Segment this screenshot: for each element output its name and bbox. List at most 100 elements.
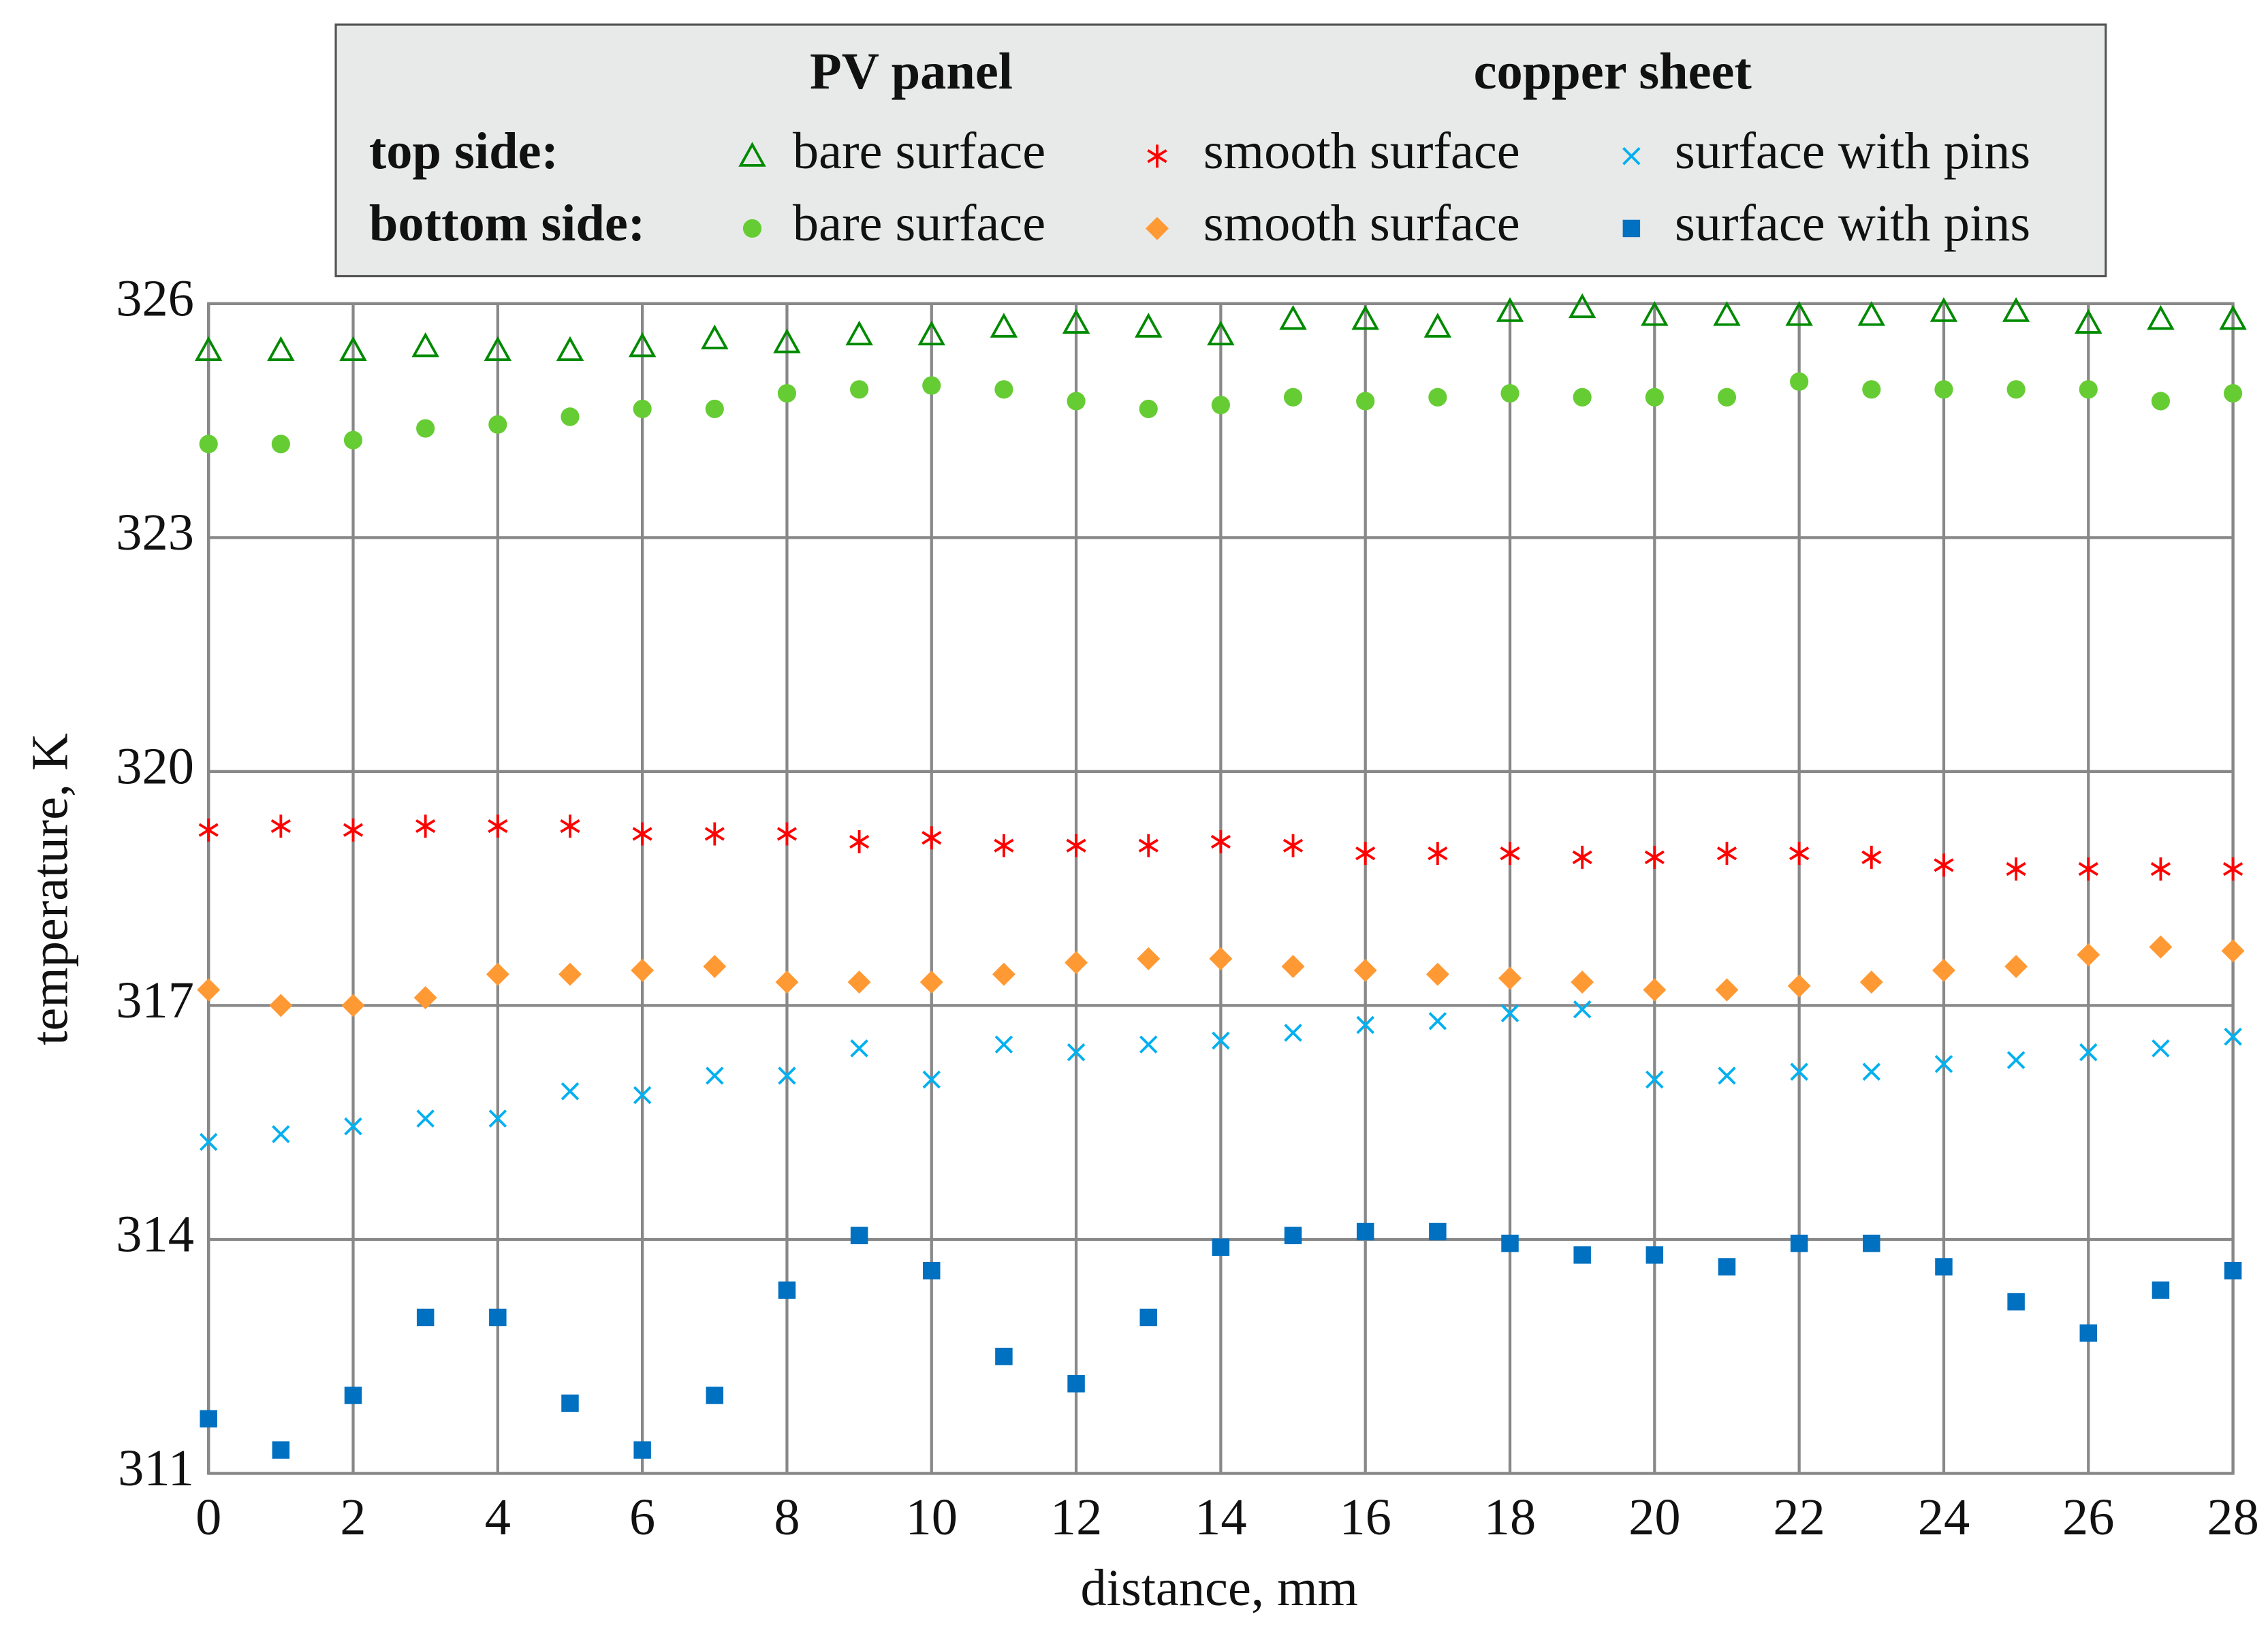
marker-star — [1572, 845, 1592, 869]
marker-x — [994, 1035, 1013, 1054]
marker-x — [850, 1039, 868, 1058]
marker-circle — [343, 430, 363, 449]
y-tick-label: 311 — [118, 1439, 194, 1497]
marker-circle — [2079, 380, 2098, 399]
marker-x — [1934, 1055, 1953, 1073]
marker-star — [1789, 842, 1810, 866]
marker-triangle — [1641, 301, 1669, 326]
marker-x — [1862, 1062, 1881, 1081]
marker-square — [2079, 1324, 2098, 1342]
legend-marker — [1145, 217, 1169, 240]
marker-circle — [2006, 380, 2026, 399]
legend-marker — [1622, 147, 1641, 165]
x-tick-label: 4 — [485, 1488, 511, 1546]
marker-diamond — [486, 962, 509, 986]
marker-x — [2224, 1027, 2242, 1046]
marker-diamond — [1065, 951, 1088, 975]
marker-triangle — [411, 332, 439, 358]
marker-square — [2007, 1293, 2025, 1311]
marker-square — [416, 1308, 435, 1327]
legend-marker — [738, 142, 766, 167]
marker-diamond — [1353, 958, 1377, 982]
legend-label: smooth surface — [1203, 122, 1520, 180]
marker-square — [2224, 1262, 2242, 1280]
marker-square — [2152, 1281, 2170, 1299]
x-tick-label: 28 — [2207, 1488, 2258, 1546]
marker-diamond — [1426, 962, 1449, 986]
marker-diamond — [2221, 939, 2245, 963]
marker-x — [1139, 1035, 1158, 1054]
marker-triangle — [1207, 320, 1235, 346]
marker-circle — [1934, 380, 1953, 399]
marker-star — [776, 822, 798, 846]
marker-diamond — [341, 994, 365, 1017]
marker-star — [560, 815, 580, 838]
marker-square — [1645, 1246, 1664, 1264]
marker-square — [633, 1441, 651, 1459]
marker-square — [489, 1308, 507, 1327]
marker-triangle — [1062, 309, 1090, 334]
marker-x — [2152, 1039, 2170, 1058]
legend-marker — [1622, 219, 1641, 238]
marker-circle — [1211, 396, 1230, 415]
legend-row-label: bottom side: — [369, 194, 645, 252]
marker-x — [416, 1109, 435, 1128]
legend-label: bare surface — [793, 194, 1045, 252]
marker-star — [270, 815, 291, 838]
marker-star — [1282, 834, 1304, 857]
marker-circle — [705, 399, 724, 419]
marker-triangle — [267, 336, 295, 362]
x-axis-label: distance, mm — [1081, 1559, 1358, 1617]
marker-circle — [416, 419, 435, 438]
marker-triangle — [484, 336, 512, 362]
legend-marker — [1147, 144, 1167, 168]
marker-circle — [271, 434, 290, 454]
x-tick-label: 26 — [2062, 1488, 2114, 1546]
marker-circle — [1862, 380, 1881, 399]
marker-diamond — [919, 970, 943, 994]
marker-star — [1716, 842, 1737, 866]
x-tick-label: 2 — [340, 1488, 366, 1546]
marker-triangle — [1423, 313, 1452, 338]
marker-x — [778, 1066, 796, 1085]
marker-x — [1718, 1066, 1736, 1085]
marker-diamond — [1859, 970, 1883, 994]
x-tick-label: 22 — [1773, 1488, 1825, 1546]
marker-diamond — [847, 970, 871, 994]
marker-triangle — [1713, 301, 1741, 326]
marker-x — [633, 1086, 652, 1105]
marker-triangle — [1785, 301, 1813, 326]
marker-triangle — [194, 336, 223, 362]
marker-star — [2078, 857, 2098, 881]
marker-triangle — [917, 320, 945, 346]
marker-circle — [1717, 388, 1737, 407]
marker-triangle — [339, 336, 367, 362]
marker-circle — [2151, 392, 2171, 411]
x-tick-label: 18 — [1484, 1488, 1536, 1546]
marker-star — [704, 822, 725, 846]
marker-star — [849, 829, 870, 853]
marker-circle — [994, 380, 1013, 399]
marker-diamond — [269, 994, 293, 1017]
y-tick-label: 320 — [116, 737, 194, 795]
y-tick-label: 323 — [116, 503, 194, 561]
marker-square — [1139, 1308, 1157, 1327]
marker-circle — [561, 407, 580, 426]
marker-x — [1573, 1000, 1592, 1019]
x-tick-label: 6 — [629, 1488, 655, 1546]
marker-x — [1428, 1012, 1447, 1030]
marker-circle — [777, 383, 797, 403]
marker-star — [2222, 857, 2243, 881]
marker-triangle — [845, 320, 873, 346]
x-tick-label: 16 — [1339, 1488, 1391, 1546]
marker-star — [1934, 853, 1954, 877]
marker-triangle — [2002, 297, 2030, 322]
marker-diamond — [1137, 947, 1161, 970]
marker-x — [922, 1070, 941, 1089]
marker-star — [1138, 834, 1159, 857]
marker-square — [1935, 1258, 1953, 1276]
marker-triangle — [1857, 301, 1886, 326]
marker-diamond — [1715, 978, 1739, 1002]
